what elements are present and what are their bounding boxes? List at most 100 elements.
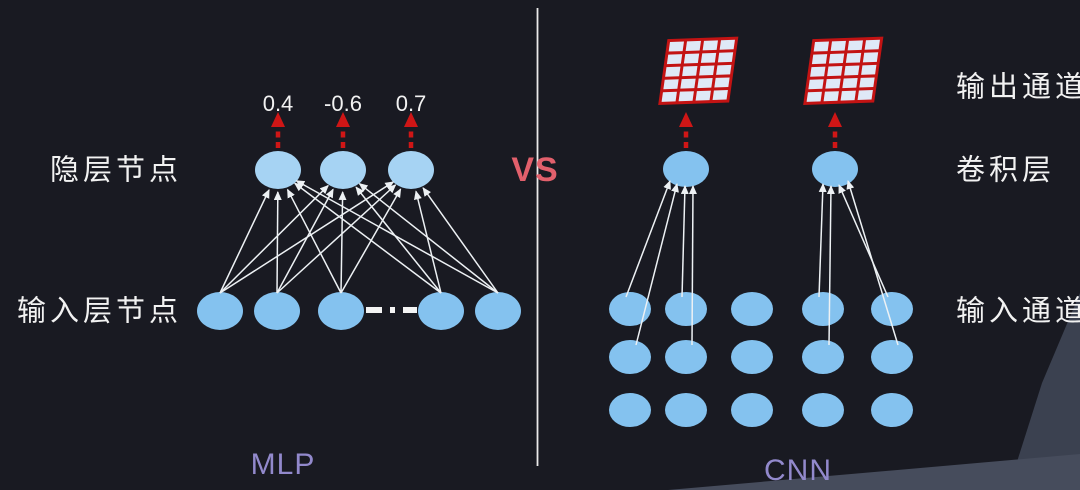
feature-map-border: [658, 36, 739, 105]
feature-map-cell: [840, 90, 856, 101]
feature-map-cell: [717, 52, 734, 63]
mlp-connection-arrow: [414, 190, 442, 294]
feature-map-cell: [716, 64, 732, 75]
feature-map-cell: [861, 64, 877, 75]
feature-map-cell: [699, 65, 715, 76]
feature-map-cell: [685, 40, 701, 51]
input-layer-label: 输入层节点: [16, 295, 182, 328]
feature-map-cell: [830, 40, 846, 51]
feature-map-cell: [862, 52, 879, 63]
mlp-connection-arrow: [355, 186, 442, 294]
feature-map-cell: [663, 79, 679, 90]
cnn-input-node: [731, 292, 773, 326]
feature-map-cell: [811, 54, 828, 65]
feature-map-cell: [695, 90, 711, 101]
cnn-input-node: [871, 340, 913, 374]
feature-map-cell: [665, 66, 681, 77]
feature-map-cell: [697, 78, 713, 89]
conv-layer-label: 卷积层: [956, 154, 1056, 187]
feature-map-border: [803, 36, 884, 105]
cnn-input-node: [731, 393, 773, 427]
feature-map-cell: [825, 78, 841, 89]
feature-map-cell: [864, 39, 880, 50]
cnn-input-node: [609, 393, 651, 427]
feature-map-cell: [857, 90, 873, 101]
cnn-input-node: [802, 292, 844, 326]
feature-map-cell: [859, 77, 875, 88]
mlp-connection-arrow: [422, 187, 499, 294]
mlp-connection-arrow: [293, 182, 442, 294]
feature-map-cell: [719, 39, 735, 50]
feature-map-cell: [844, 65, 860, 76]
vs-label: VS: [511, 151, 559, 189]
feature-map-cell: [847, 40, 863, 51]
mlp-connection-arrow: [295, 180, 499, 294]
cnn-connection-arrow: [680, 185, 689, 298]
cnn-input-node: [665, 340, 707, 374]
cnn-conv-node: [663, 151, 709, 187]
mlp-connection-arrow: [276, 188, 334, 294]
cnn-connection-arrow: [688, 185, 697, 346]
cnn-connection-arrow: [826, 185, 835, 346]
mlp-connection-arrow: [286, 188, 342, 294]
cnn-network: [609, 36, 913, 427]
feature-map-cell: [668, 41, 684, 52]
cnn-input-node: [665, 393, 707, 427]
cnn-connection-arrow: [818, 183, 827, 298]
mlp-network: [197, 112, 521, 330]
feature-map-cell: [813, 41, 829, 52]
background-facet-right: [1008, 293, 1080, 490]
feature-map-cell: [845, 52, 862, 63]
feature-map-cell: [806, 91, 822, 102]
mlp-connection-arrow: [219, 184, 329, 294]
mlp-hidden-node: [255, 151, 301, 189]
mlp-connection-arrow: [219, 188, 270, 294]
feature-map-cell: [683, 53, 700, 64]
mlp-input-node: [475, 292, 521, 330]
mlp-caption: MLP: [250, 448, 316, 481]
cnn-input-node: [802, 393, 844, 427]
feature-map-cell: [700, 52, 717, 63]
cnn-connection-arrow: [625, 180, 671, 298]
mlp-input-node: [197, 292, 243, 330]
feature-map-cell: [714, 77, 730, 88]
weight-value-3: 0.7: [395, 91, 427, 116]
mlp-input-node: [418, 292, 464, 330]
cnn-feature-map-grid: [658, 36, 739, 105]
cnn-feature-map-grid: [803, 36, 884, 105]
cnn-input-node: [665, 292, 707, 326]
weight-value-1: 0.4: [262, 91, 294, 116]
mlp-hidden-node: [320, 151, 366, 189]
feature-map-cell: [828, 53, 845, 64]
feature-map-cell: [827, 66, 843, 77]
mlp-connection-arrow: [273, 190, 282, 294]
mlp-input-node: [254, 292, 300, 330]
cnn-conv-node: [812, 151, 858, 187]
input-channel-label: 输入通道: [956, 295, 1080, 328]
feature-map-cell: [678, 91, 694, 102]
cnn-input-node: [871, 393, 913, 427]
cnn-connection-arrow: [635, 183, 679, 346]
mlp-connection-arrow: [358, 183, 499, 294]
mlp-hidden-node: [388, 151, 434, 189]
output-channel-label: 输出通道: [956, 71, 1080, 104]
weight-value-2: -0.6: [324, 91, 362, 116]
feature-map-cell: [823, 91, 839, 102]
feature-map-cell: [680, 78, 696, 89]
cnn-input-node: [609, 292, 651, 326]
feature-map-cell: [682, 66, 698, 77]
feature-map-cell: [810, 66, 826, 77]
cnn-connection-arrow: [846, 180, 899, 346]
cnn-input-node: [802, 340, 844, 374]
cnn-input-node: [731, 340, 773, 374]
background-facet-bottom: [668, 454, 1080, 490]
feature-map-cell: [661, 91, 677, 102]
feature-map-cell: [842, 78, 858, 89]
feature-map-cell: [702, 40, 718, 51]
feature-map-cell: [666, 54, 683, 65]
cnn-connection-arrow: [838, 184, 889, 298]
cnn-input-node: [871, 292, 913, 326]
mlp-input-node: [318, 292, 364, 330]
